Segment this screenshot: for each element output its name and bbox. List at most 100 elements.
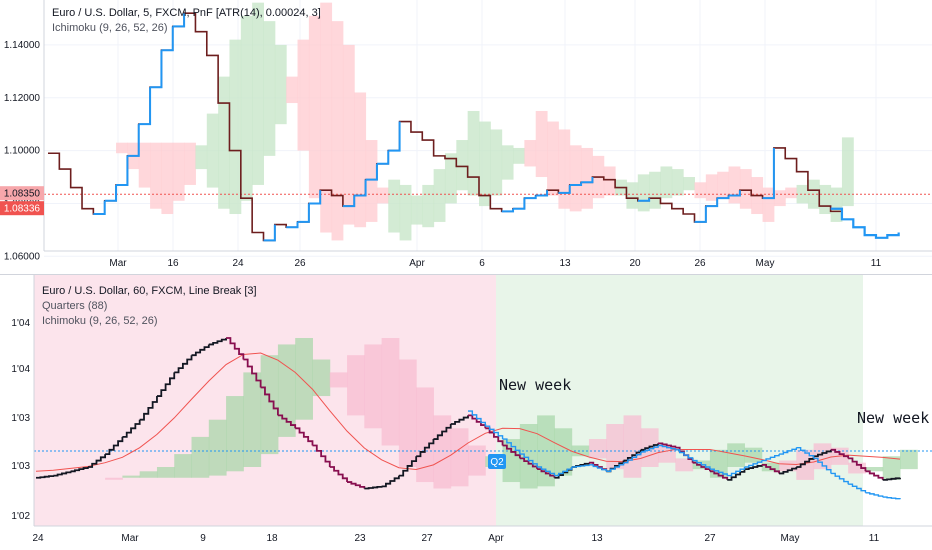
bottom-kumo-segment xyxy=(468,445,486,476)
top-kumo-segment xyxy=(365,140,378,222)
bottom-series-segment xyxy=(830,448,850,459)
top-y-tick-label: 1.10000 xyxy=(4,146,41,157)
bottom-legend: Euro / U.S. Dollar, 60, FXCM, Line Break… xyxy=(42,284,257,329)
bottom-x-tick-label: May xyxy=(781,533,800,544)
top-kumo-segment xyxy=(649,171,661,209)
top-legend-indicator[interactable]: Ichimoku (9, 26, 52, 26) xyxy=(52,22,168,34)
top-kumo-segment xyxy=(116,142,128,154)
bottom-chart-pane[interactable]: 1'04 1'04 1'03 1'03 1'02 24 Mar 9 18 23 27 Apr 13 27… xyxy=(0,275,932,550)
bottom-legend-title[interactable]: Euro / U.S. Dollar, 60, FXCM, Line Break… xyxy=(42,285,257,297)
bottom-kumo-segment xyxy=(623,415,642,478)
top-kumo-segment xyxy=(479,121,491,207)
bottom-series-segment xyxy=(398,456,418,477)
top-kumo-segment xyxy=(172,142,185,201)
top-kumo-segment xyxy=(513,147,525,164)
top-x-axis: Mar 16 24 26 Apr 6 13 20 26 May 11 xyxy=(109,258,881,269)
bottom-series-segment xyxy=(87,454,107,468)
bottom-series-segment xyxy=(727,469,746,481)
bottom-ichimoku-cloud xyxy=(105,338,918,489)
top-kumo-segment xyxy=(773,190,786,207)
top-kumo-segment xyxy=(569,145,582,212)
bottom-x-tick-label: 9 xyxy=(200,533,206,544)
top-kumo-segment xyxy=(399,184,412,241)
bottom-series-segment xyxy=(277,414,297,429)
quarter-q2-background xyxy=(496,275,863,526)
bottom-series-segment xyxy=(174,355,193,374)
bottom-future-segment xyxy=(623,451,642,464)
bottom-kumo-segment xyxy=(744,447,763,463)
bottom-series-segment xyxy=(36,475,55,479)
bottom-legend-ichimoku[interactable]: Ichimoku (9, 26, 52, 26) xyxy=(42,315,158,327)
bottom-series-segment xyxy=(779,467,798,475)
top-x-tick-label: Mar xyxy=(109,258,127,269)
bottom-kumo-segment xyxy=(588,439,607,459)
bottom-y-tick-label: 1'04 xyxy=(11,364,30,375)
bottom-future-segment xyxy=(882,496,901,500)
bottom-kumo-segment xyxy=(606,424,625,470)
quarter-q2-tag[interactable]: Q2 xyxy=(488,454,506,469)
bottom-series-segment xyxy=(813,449,832,458)
annotation-new-week-2[interactable]: New week xyxy=(857,409,929,427)
top-kumo-segment xyxy=(206,113,219,188)
annotation-new-week-1[interactable]: New week xyxy=(499,376,571,394)
top-kumo-segment xyxy=(331,21,344,241)
top-kumo-segment xyxy=(637,174,650,212)
bottom-legend-quarters[interactable]: Quarters (88) xyxy=(42,300,108,312)
top-x-tick-label: 11 xyxy=(871,258,882,269)
bottom-kumo-segment xyxy=(848,462,866,474)
top-kumo-segment xyxy=(229,39,242,215)
bottom-series-segment xyxy=(450,415,469,425)
top-series-up-segments xyxy=(93,13,775,242)
bottom-y-axis: 1'04 1'04 1'03 1'03 1'02 xyxy=(11,275,932,527)
top-kumo-segment xyxy=(694,182,707,199)
top-kumo-segment xyxy=(626,182,639,209)
top-legend-title[interactable]: Euro / U.S. Dollar, 5, FXCM, PnF [ATR(14… xyxy=(52,7,321,19)
top-kumo-segment xyxy=(739,169,752,209)
bottom-chart-svg[interactable]: 1'04 1'04 1'03 1'03 1'02 24 Mar 9 18 23 27 Apr 13 27… xyxy=(0,275,932,550)
bottom-series-segment xyxy=(502,444,521,459)
top-x-tick-label: 20 xyxy=(629,258,641,269)
bottom-future-segment xyxy=(485,425,504,440)
top-kumo-segment xyxy=(320,2,333,233)
bottom-y-tick-label: 1'03 xyxy=(11,461,30,472)
top-x-tick-label: 24 xyxy=(232,258,244,269)
bottom-x-tick-label: 11 xyxy=(869,533,880,544)
top-kumo-segment xyxy=(342,44,355,225)
bottom-series-segment xyxy=(295,427,314,446)
top-kumo-segment xyxy=(581,147,593,209)
bottom-x-tick-label: 24 xyxy=(32,533,44,544)
bottom-kumo-segment xyxy=(312,359,331,397)
bottom-kumo-segment xyxy=(727,443,745,467)
top-x-tick-label: 26 xyxy=(294,258,306,269)
top-series-latest xyxy=(830,207,900,239)
bottom-series-segment xyxy=(122,419,141,438)
bottom-x-tick-label: 27 xyxy=(704,533,716,544)
bottom-series-segment xyxy=(761,463,780,474)
bottom-x-tick-label: 23 xyxy=(354,533,366,544)
bottom-future-segment xyxy=(779,447,798,455)
bottom-future-segment xyxy=(744,460,763,468)
bottom-future-segment xyxy=(571,464,590,468)
bottom-series-segment xyxy=(658,442,677,448)
pane-separator[interactable] xyxy=(0,274,932,275)
quarter-q2-tag-bg xyxy=(488,454,506,469)
bottom-series-segment xyxy=(139,396,158,421)
bottom-kumo-segment xyxy=(347,355,365,416)
bottom-kumo-segment xyxy=(398,359,417,467)
top-kumo-segment xyxy=(410,195,423,225)
bottom-future-segment xyxy=(675,449,694,461)
bottom-series-segment xyxy=(744,464,763,471)
top-y-tick-label: 1.06000 xyxy=(4,251,41,262)
bottom-kumo-segment xyxy=(156,467,175,478)
bottom-future-segment xyxy=(502,438,521,455)
top-x-tick-label: 16 xyxy=(167,258,179,269)
bottom-series-segment xyxy=(709,470,729,480)
top-kumo-segment xyxy=(660,166,673,199)
bottom-future-segment xyxy=(709,468,728,476)
bottom-y-tick-label: 1'04 xyxy=(11,318,30,329)
bottom-kumo-segment xyxy=(433,415,452,489)
top-kumo-segment xyxy=(501,145,514,180)
bottom-y-tick-label: 1'02 xyxy=(11,511,30,522)
